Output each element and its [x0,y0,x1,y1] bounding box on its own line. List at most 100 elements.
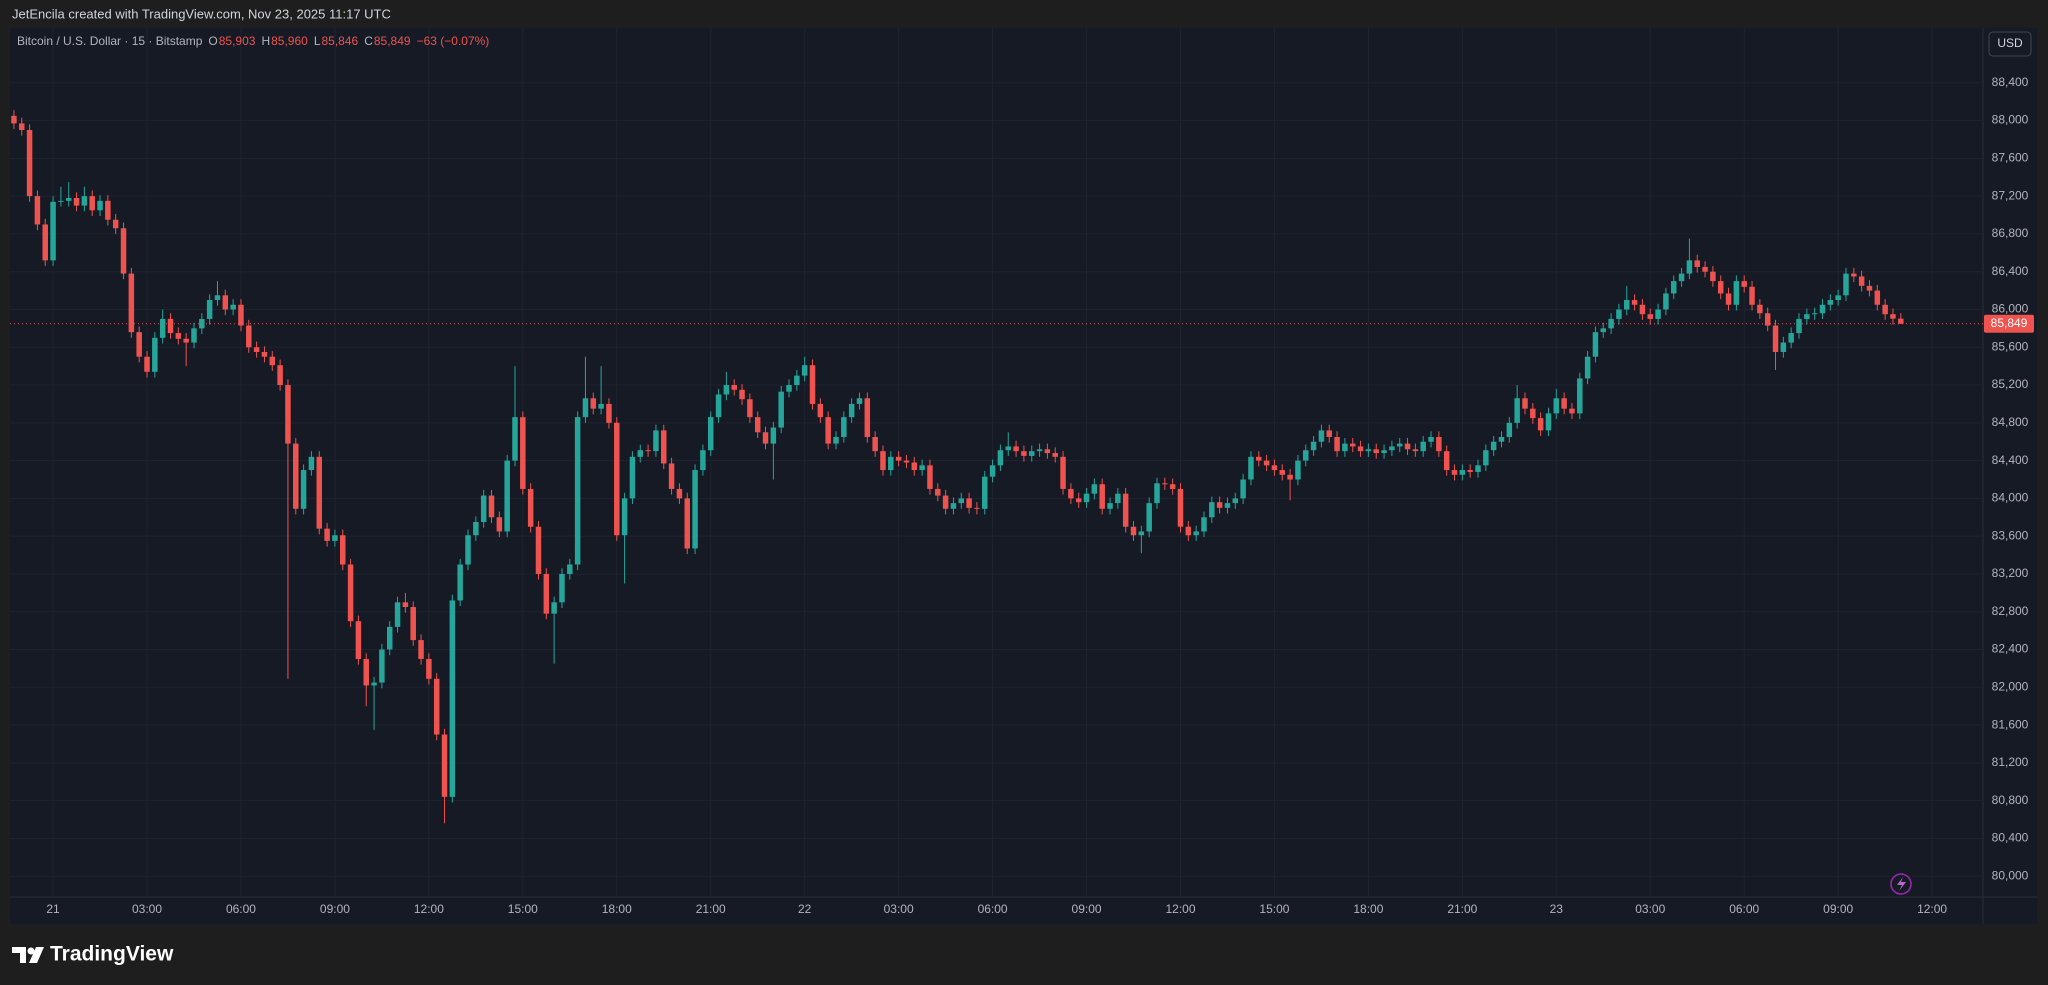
candle-body [927,465,933,489]
candle-body [888,456,894,471]
x-tick-label: 06:00 [226,902,256,916]
candle-body [480,495,487,523]
candle-body [958,498,965,504]
candle-body [1577,378,1583,414]
candle-body [1757,304,1763,314]
candle-body [1099,484,1105,509]
candle-body [1373,449,1379,454]
candle-body [1396,443,1403,447]
candle-body [222,295,229,310]
candle-body [520,417,526,489]
candle-body [1498,436,1505,442]
candle-body [911,462,918,471]
candle-body [1130,526,1137,536]
candle-body [347,564,354,622]
assistant-icon[interactable] [1890,873,1912,895]
candle-body [1122,493,1129,527]
candle-body [89,196,95,211]
candle-body [199,318,205,329]
candle-body [1310,441,1317,451]
candle-body [1851,273,1857,277]
x-tick-label: 09:00 [1072,902,1102,916]
currency[interactable]: USD [1997,36,2023,50]
logo: TradingView [12,943,174,966]
candle-body [1091,484,1098,494]
candle-body [590,398,597,409]
y-tick-label: 83,600 [1992,528,2029,542]
candle-body [504,460,510,532]
candle-body [1702,266,1708,272]
candle-body [269,356,276,366]
candle-body [903,460,910,463]
candle-body [747,399,753,418]
logo-mark-2 [29,947,44,963]
candle-body [355,621,362,659]
candle-body [551,602,557,614]
candle-body [895,456,902,461]
ohlc-letter: H [261,34,270,48]
candle-body [183,338,189,343]
candle-body [1075,498,1082,503]
y-tick-label: 84,000 [1992,491,2029,505]
candle-body [1334,436,1340,452]
candle-body [1506,422,1513,437]
candle-body [1890,314,1896,319]
candle-body [762,432,769,444]
x-tick-label: 23 [1550,902,1564,916]
candle-body [1412,449,1419,452]
candle-body [809,365,816,404]
candle-body [1764,313,1771,326]
x-tick-label: 15:00 [1259,902,1289,916]
candle-body [1804,314,1810,319]
candle-body [1436,436,1442,452]
currency-button[interactable] [1988,31,2032,57]
y-tick-label: 82,000 [1992,679,2029,693]
candle-body [1663,293,1669,310]
candle-body [1154,483,1160,504]
candle-body [919,465,925,471]
candle-body [410,607,416,641]
candle-body [1240,479,1246,499]
candle-body [457,564,463,601]
candle-body [144,356,150,372]
last-price-box [1984,314,2034,333]
candle-body [1303,450,1309,461]
candle-body [825,417,831,444]
candle-body [1459,470,1466,475]
candle-body [1248,456,1254,480]
x-tick-label: 21:00 [696,902,726,916]
candle-body [559,573,565,603]
candle-body [488,495,495,518]
candle-body [645,450,651,452]
candle-body [120,228,127,274]
x-tick-label: 09:00 [1823,902,1853,916]
y-tick-label: 86,800 [1992,226,2029,240]
y-tick-label: 80,400 [1992,831,2029,845]
candle-body [238,304,244,326]
candle-body [26,130,33,197]
candle-body [1608,318,1614,329]
candle-body [935,488,941,496]
candle-body [1639,304,1646,315]
x-tick-label: 03:00 [884,902,914,916]
candle-body [386,626,393,650]
candle-body [433,678,440,735]
candle-body [332,535,338,541]
candle-body [794,375,800,386]
x-tick-label: 18:00 [1353,902,1383,916]
candle-body [1749,286,1755,305]
candle-body [1428,436,1434,442]
x-tick-label: 15:00 [508,902,538,916]
candle-body [997,450,1004,466]
candle-body [441,734,448,797]
candle-body [1162,483,1168,485]
candle-body [1741,281,1747,287]
candle-body [1021,451,1027,456]
candle-body [668,463,675,489]
candle-body [880,451,886,471]
candle-body [11,115,17,124]
candle-body [81,196,88,206]
y-tick-label: 81,600 [1992,717,2029,731]
candle-body [801,365,808,376]
y-tick-label: 82,800 [1992,604,2029,618]
